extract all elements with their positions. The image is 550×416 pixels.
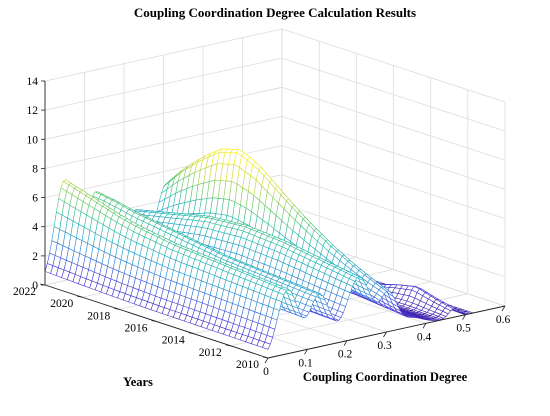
x-tick-mark: [264, 357, 269, 364]
z-tick-label: 14: [27, 76, 39, 88]
side-wall-grid-line: [281, 28, 506, 103]
y-tick-label: 2016: [125, 323, 148, 335]
y-tick-mark: [151, 320, 157, 322]
x-tick-mark: [304, 349, 308, 355]
x-tick-mark: [422, 323, 427, 329]
y-tick-mark: [114, 307, 120, 310]
x-tick-label: 0.2: [338, 349, 353, 361]
x-tick-mark: [501, 305, 506, 312]
back-wall-grid-line: [44, 57, 283, 111]
side-wall-grid-line: [281, 86, 506, 161]
x-tick-mark: [343, 340, 348, 346]
x-tick-label: 0.5: [456, 323, 471, 335]
tick-labels: 00.10.20.30.40.50.6201020122014201620182…: [13, 76, 510, 378]
y-tick-label: 2020: [50, 298, 73, 310]
side-wall-grid-line: [281, 203, 506, 278]
x-tick-label: 0.4: [417, 331, 432, 343]
x-tick-label: 0: [263, 366, 269, 378]
y-tick-label: 2014: [162, 335, 185, 347]
y-tick-mark: [262, 356, 269, 359]
y-tick-label: 2010: [236, 359, 259, 371]
x-tick-mark: [383, 331, 387, 338]
y-tick-label: 2022: [13, 286, 36, 298]
surface-cell: [262, 341, 271, 350]
z-tick-label: 10: [27, 134, 39, 146]
axes-box: [39, 80, 506, 364]
chart-title: Coupling Coordination Degree Calculation…: [134, 5, 416, 20]
side-wall-grid-line: [281, 145, 506, 219]
x-tick-label: 0.3: [377, 340, 392, 352]
y-tick-label: 2012: [199, 347, 222, 359]
z-tick-label: 8: [32, 163, 38, 175]
y-axis-label: Years: [123, 375, 153, 389]
z-tick-label: 0: [32, 280, 38, 292]
back-wall-grid-line: [44, 86, 283, 140]
surface-mesh: [44, 148, 474, 350]
z-tick-label: 4: [32, 222, 38, 234]
y-tick-mark: [188, 332, 194, 335]
x-tick-label: 0.6: [496, 314, 511, 326]
y-tick-mark: [225, 344, 231, 347]
side-wall-grid-line: [281, 57, 506, 132]
y-tick-label: 2018: [87, 310, 110, 322]
side-wall-grid-line: [281, 174, 506, 249]
z-tick-label: 2: [32, 251, 38, 263]
side-wall-grid-line: [281, 116, 506, 190]
back-wall-grid-line: [44, 28, 283, 82]
z-tick-label: 12: [27, 105, 39, 117]
z-tick-label: 6: [32, 193, 38, 205]
y-tick-mark: [77, 295, 83, 298]
x-tick-mark: [462, 314, 466, 320]
back-wall-grid-line: [44, 116, 283, 169]
x-axis-label: Coupling Coordination Degree: [303, 370, 468, 384]
x-tick-label: 0.1: [298, 357, 313, 369]
